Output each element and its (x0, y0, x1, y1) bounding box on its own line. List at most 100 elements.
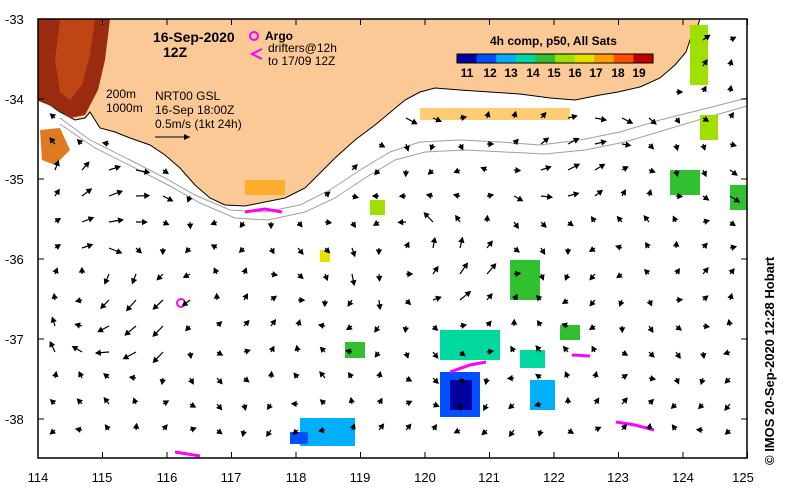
current-vector-head (429, 144, 436, 151)
current-vector-head (512, 222, 519, 229)
current-vector-head (244, 348, 251, 355)
current-vector-head (723, 349, 730, 356)
colorbar-label: 17 (589, 66, 603, 80)
current-vector-head (407, 270, 414, 278)
current-vector-head (210, 244, 218, 251)
current-vector-head (181, 300, 189, 307)
current-vector-head (74, 322, 81, 329)
current-vector-head (431, 423, 438, 431)
current-vector-head (295, 319, 302, 326)
current-vector-head (672, 240, 680, 247)
current-vector-head (483, 214, 491, 221)
current-vector-head (589, 299, 596, 307)
current-vector-head (724, 377, 731, 384)
current-vector-head (702, 267, 709, 274)
current-vector-head (238, 246, 246, 254)
current-vector-head (144, 192, 151, 199)
colorbar (456, 53, 654, 64)
current-vector-head (213, 267, 220, 274)
current-vector-head (486, 240, 493, 247)
colorbar-swatch (555, 54, 576, 63)
current-vector-head (378, 141, 386, 148)
current-vector-head (50, 316, 57, 324)
current-vector-head (485, 320, 492, 328)
map-date: 16-Sep-2020 (153, 29, 235, 45)
y-tick-label: -37 (5, 332, 24, 347)
current-vector-head (646, 422, 653, 430)
current-vector-head (704, 322, 711, 330)
current-vector-head (346, 324, 353, 331)
current-vector-head (457, 143, 464, 151)
current-vector-head (372, 220, 380, 226)
colorbar-swatch (515, 54, 536, 63)
x-tick-label: 123 (607, 470, 629, 485)
current-vector-head (375, 275, 383, 282)
vector-scale-arrow (155, 134, 190, 140)
current-vector-head (54, 244, 62, 250)
current-vector-head (600, 116, 608, 123)
current-vector-head (673, 144, 680, 152)
current-vector-head (398, 192, 405, 200)
current-vector-head (615, 244, 622, 251)
current-vector-head (376, 370, 383, 378)
current-vector-head (152, 356, 159, 364)
current-vector-head (115, 248, 123, 255)
current-vector-head (432, 377, 439, 385)
current-vector-head (701, 242, 708, 250)
current-vector-head (546, 193, 554, 200)
current-vector-head (403, 241, 410, 249)
current-vector-head (649, 375, 657, 382)
current-vector-head (702, 295, 709, 302)
colorbar-labels: 11 12 13 14 15 16 17 18 19 (461, 66, 646, 80)
current-vector-head (290, 400, 297, 408)
current-vector-head (128, 374, 136, 382)
current-vector-head (535, 345, 542, 352)
current-vector-head (49, 137, 56, 144)
y-tick-label: -36 (5, 252, 24, 267)
current-vector-head (724, 428, 732, 435)
current-vector-head (240, 430, 247, 438)
colorbar-label: 15 (547, 66, 561, 80)
current-vector-head (51, 292, 58, 300)
current-vector-head (347, 300, 354, 307)
current-vector-head (564, 371, 571, 378)
current-vector-head (243, 376, 250, 383)
colorbar-swatch (574, 54, 595, 63)
x-axis-labels: 114 115 116 117 118 119 120 121 122 123 … (28, 470, 754, 485)
current-vector-head (350, 279, 357, 287)
map-time: 12Z (163, 44, 188, 60)
current-vector-head (590, 216, 597, 223)
current-vector-head (403, 352, 410, 359)
current-vector-head (702, 115, 710, 122)
current-vector-head (727, 292, 734, 300)
current-vector-head (186, 196, 193, 203)
colorbar-label: 12 (483, 66, 497, 80)
y-tick-label: -34 (5, 92, 24, 107)
x-tick-label: 117 (221, 470, 242, 485)
current-vector-head (733, 196, 741, 203)
current-vector-head (371, 192, 378, 200)
current-vector-head (159, 249, 167, 256)
colorbar-title: 4h comp, p50, All Sats (490, 34, 617, 48)
current-vector-head (484, 111, 491, 118)
colorbar-swatch (535, 54, 556, 63)
current-vector-head (161, 424, 168, 431)
current-vector-head (594, 426, 602, 433)
current-vector-head (480, 166, 487, 173)
current-vector-head (508, 403, 515, 410)
x-tick-label: 122 (543, 470, 565, 485)
current-vector-head (592, 370, 599, 378)
current-vector-head (405, 400, 413, 407)
current-vector-head (462, 262, 468, 269)
current-vector-head (267, 370, 275, 377)
current-vector-head (729, 36, 737, 43)
current-vector-head (647, 326, 654, 333)
current-vector-head (374, 351, 381, 358)
current-vector-head (319, 371, 326, 378)
current-vector-head (351, 164, 358, 171)
current-vector-head (671, 424, 678, 431)
current-vector-head (216, 349, 224, 356)
current-vector-head (210, 219, 217, 226)
current-vector-head (703, 218, 711, 225)
